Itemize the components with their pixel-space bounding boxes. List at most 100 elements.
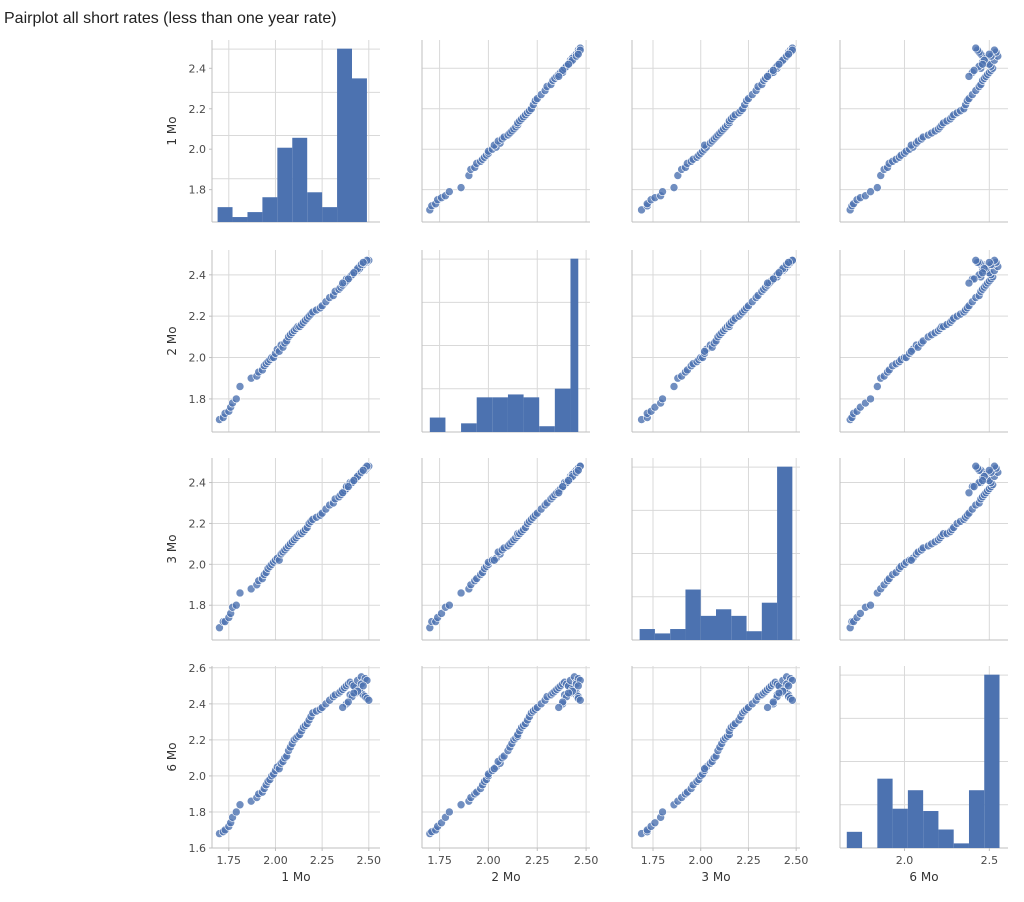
y-tick-label: 2.0 bbox=[189, 352, 207, 365]
scatter-point bbox=[215, 623, 224, 633]
panel-2-mo-vs-6-mo bbox=[839, 250, 1008, 433]
scatter-point bbox=[231, 807, 241, 817]
x-tick-label: 2.00 bbox=[476, 854, 501, 867]
scatter-point bbox=[673, 171, 683, 180]
histogram-bar bbox=[307, 192, 323, 222]
histogram-bar bbox=[217, 207, 233, 222]
scatter-point bbox=[669, 382, 679, 391]
scatter-point bbox=[774, 688, 784, 698]
histogram-bar bbox=[716, 609, 732, 640]
scatter-point bbox=[971, 256, 981, 265]
scatter-point bbox=[866, 600, 875, 610]
histogram-bar bbox=[232, 217, 248, 222]
x-tick-label: 1.75 bbox=[641, 854, 666, 867]
scatter-point bbox=[349, 688, 359, 698]
y-tick-label: 2.4 bbox=[189, 269, 207, 282]
histogram-bar bbox=[907, 790, 924, 848]
scatter-point bbox=[575, 695, 585, 705]
x-axis-label: 3 Mo bbox=[701, 870, 730, 884]
histogram-bar bbox=[539, 426, 555, 432]
y-tick-label: 2.0 bbox=[189, 770, 207, 783]
histogram-bar bbox=[262, 197, 278, 222]
scatter-point bbox=[358, 681, 368, 691]
x-tick-label: 2.00 bbox=[263, 854, 288, 867]
scatter-point bbox=[658, 807, 667, 817]
panel-6-mo-vs-6-mo: 2.0 2.5 6 Mo bbox=[839, 666, 1008, 884]
panel-3-mo-vs-2-mo bbox=[421, 458, 590, 641]
histogram-bar bbox=[292, 137, 308, 222]
scatter-point bbox=[456, 183, 466, 192]
y-tick-label: 2.0 bbox=[189, 558, 207, 571]
scatter-point bbox=[349, 268, 359, 278]
panel-2-mo-vs-2-mo bbox=[421, 250, 590, 433]
scatter-point bbox=[763, 72, 772, 81]
scatter-point bbox=[768, 66, 778, 75]
y-tick-label: 1.8 bbox=[189, 393, 207, 406]
panel-1-mo-vs-6-mo bbox=[839, 40, 1008, 223]
scatter-point bbox=[564, 476, 573, 485]
scatter-point bbox=[349, 476, 359, 485]
scatter-point bbox=[700, 347, 709, 356]
scatter-point bbox=[985, 465, 994, 475]
histogram-bar bbox=[476, 397, 493, 432]
histogram-bar bbox=[639, 629, 655, 640]
scatter-point bbox=[573, 49, 583, 59]
scatter-point bbox=[558, 482, 567, 491]
histogram-bar bbox=[523, 397, 540, 432]
scatter-point bbox=[658, 394, 667, 404]
x-axis-label: 2 Mo bbox=[491, 870, 520, 884]
histogram-bar bbox=[984, 674, 1000, 848]
scatter-point bbox=[774, 268, 784, 278]
y-tick-label: 2.2 bbox=[189, 103, 207, 116]
scatter-point bbox=[456, 800, 466, 810]
histogram-bar bbox=[492, 397, 508, 432]
scatter-point bbox=[445, 187, 454, 196]
x-tick-label: 2.0 bbox=[896, 854, 914, 867]
scatter-point bbox=[964, 72, 974, 81]
scatter-point bbox=[964, 488, 974, 498]
scatter-point bbox=[554, 703, 564, 712]
scatter-point bbox=[235, 800, 245, 810]
scatter-point bbox=[866, 394, 875, 404]
x-tick-label: 1.75 bbox=[217, 854, 242, 867]
scatter-point bbox=[564, 688, 573, 698]
scatter-point bbox=[358, 258, 368, 267]
scatter-point bbox=[489, 764, 499, 774]
y-tick-label: 1.8 bbox=[189, 599, 207, 612]
x-tick-label: 1.75 bbox=[427, 854, 452, 867]
x-tick-label: 2.25 bbox=[310, 854, 335, 867]
panel-2-mo-vs-3-mo bbox=[631, 250, 800, 433]
scatter-point bbox=[343, 697, 353, 707]
scatter-point bbox=[763, 278, 772, 288]
scatter-point bbox=[784, 49, 793, 59]
scatter-point bbox=[343, 482, 353, 491]
histogram-bar bbox=[892, 808, 908, 848]
histogram-bar bbox=[846, 831, 863, 848]
x-tick-label: 2.5 bbox=[981, 854, 999, 867]
y-tick-label: 2.6 bbox=[189, 662, 207, 675]
scatter-point bbox=[554, 72, 564, 81]
y-tick-label: 2.4 bbox=[189, 698, 207, 711]
scatter-point bbox=[658, 187, 667, 196]
y-tick-label: 1.6 bbox=[189, 842, 207, 855]
histogram-bar bbox=[731, 615, 747, 640]
y-tick-label: 1.8 bbox=[189, 184, 207, 197]
histogram-bar bbox=[685, 589, 701, 640]
histogram-bar bbox=[746, 631, 762, 640]
scatter-point bbox=[564, 59, 573, 69]
scatter-point bbox=[985, 258, 994, 267]
scatter-point bbox=[866, 187, 875, 196]
scatter-point bbox=[784, 681, 793, 691]
histogram-bar bbox=[429, 417, 446, 432]
x-tick-label: 2.25 bbox=[736, 854, 761, 867]
panel-2-mo-vs-1-mo: 1.8 2.0 2.2 2.4 2 Mo bbox=[165, 250, 380, 433]
y-axis-label: 6 Mo bbox=[165, 742, 179, 771]
panel-3-mo-vs-3-mo bbox=[631, 458, 800, 641]
scatter-point bbox=[784, 258, 793, 267]
histogram-bar bbox=[570, 258, 579, 432]
histogram-bar bbox=[352, 78, 367, 222]
histogram-bar bbox=[277, 147, 293, 222]
panel-6-mo-vs-2-mo: 1.75 2.00 2.25 2.50 2 Mo bbox=[421, 666, 598, 884]
x-tick-label: 2.00 bbox=[688, 854, 713, 867]
x-tick-label: 2.50 bbox=[357, 854, 382, 867]
